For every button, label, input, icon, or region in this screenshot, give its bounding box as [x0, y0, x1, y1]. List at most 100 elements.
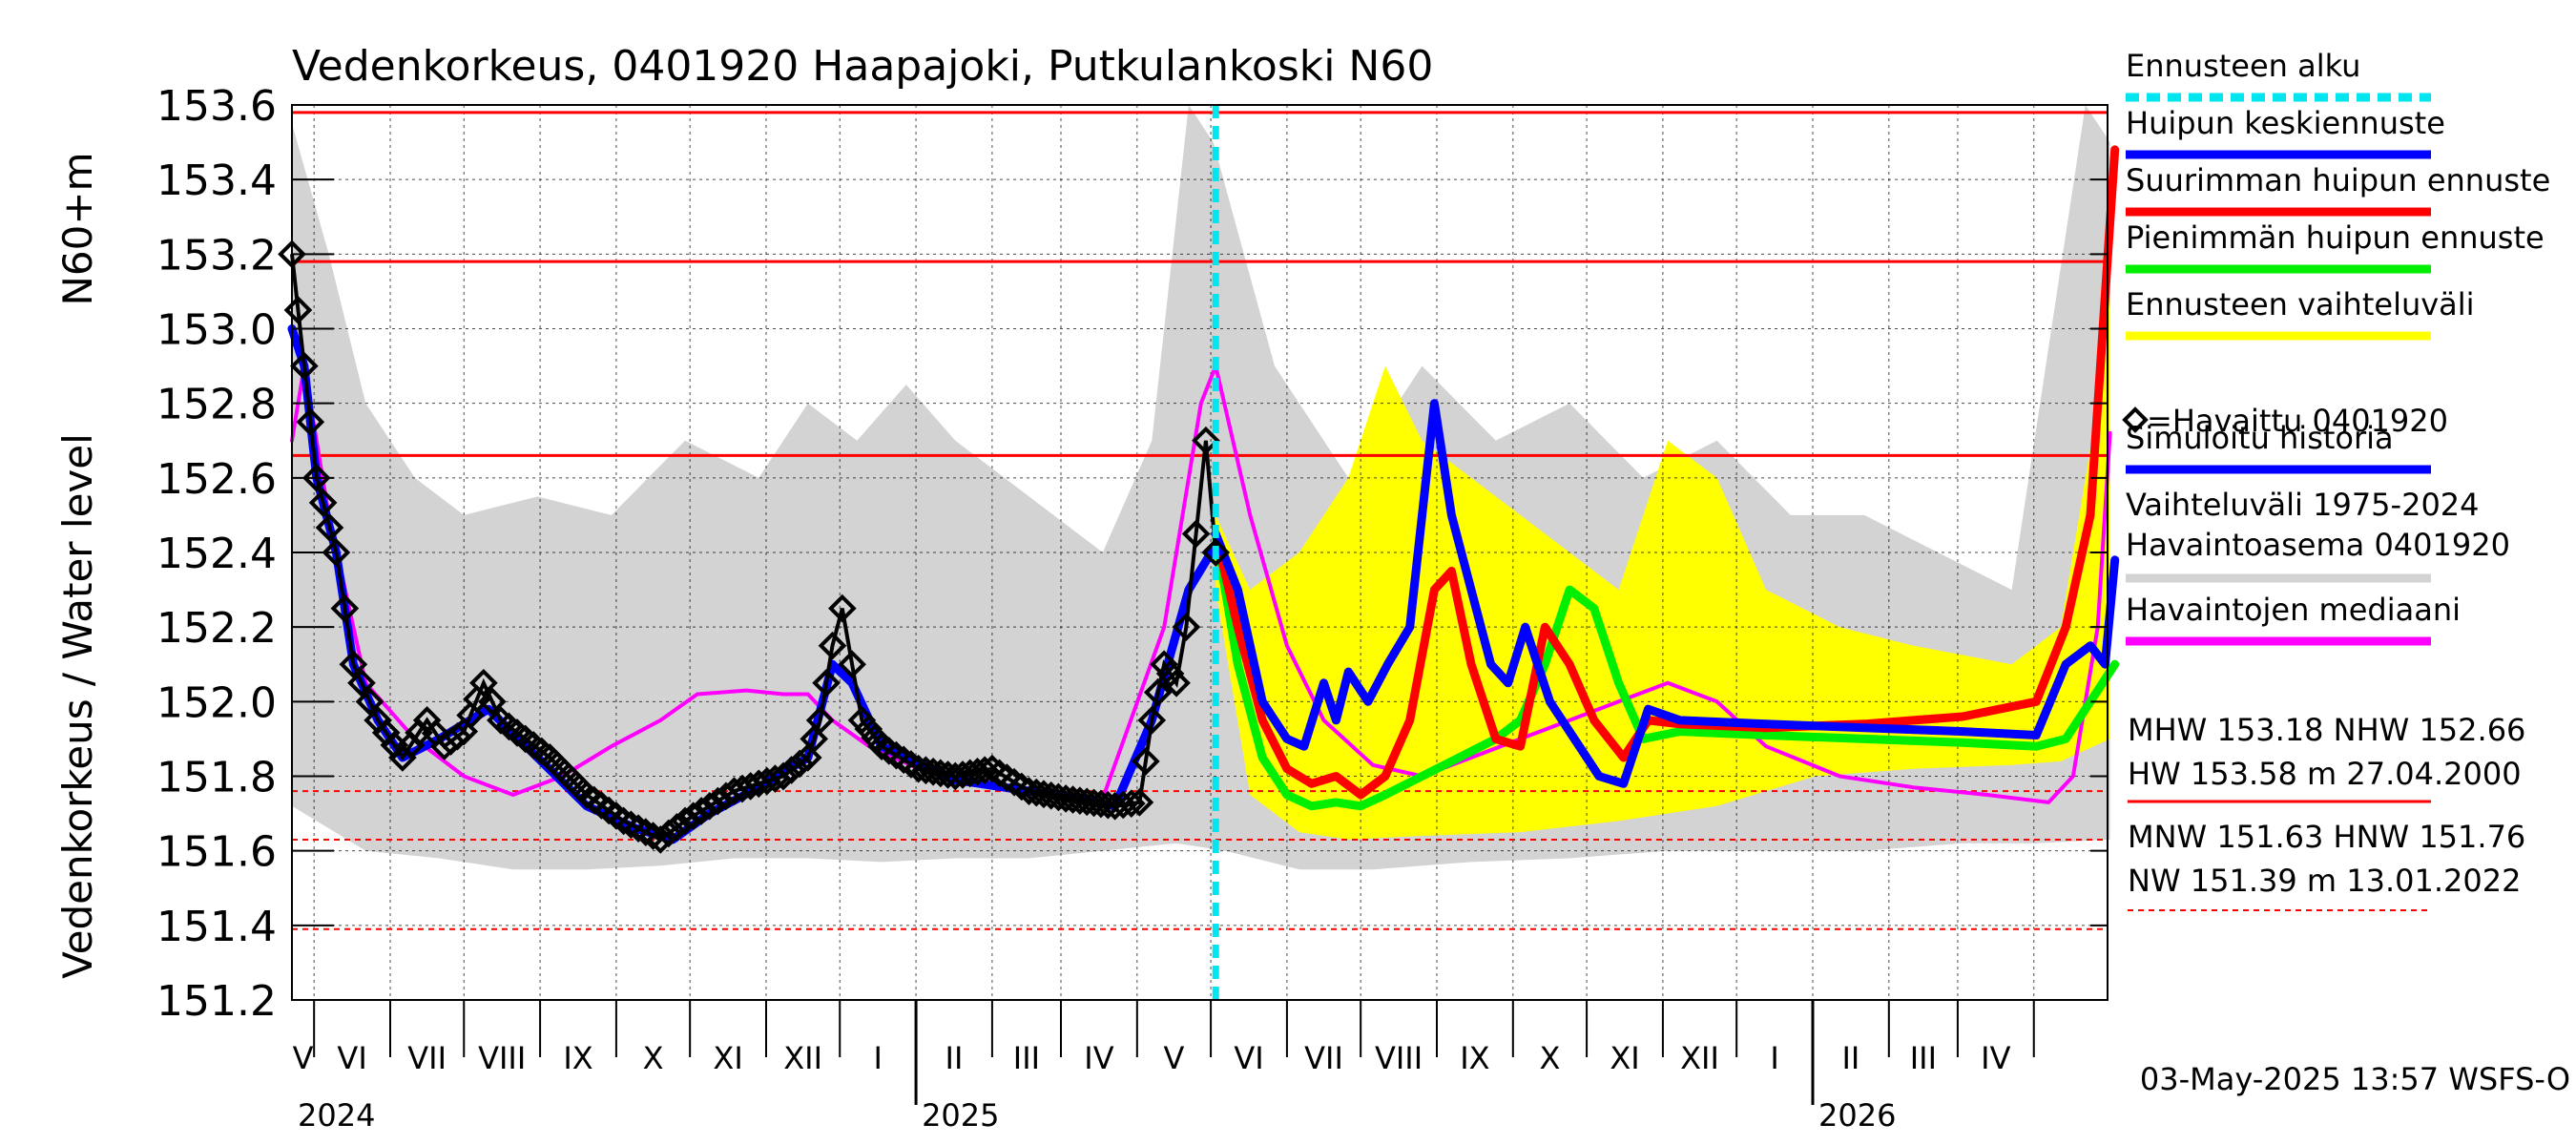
observed-marker [889, 745, 919, 775]
x-month-label: III [1013, 1040, 1040, 1076]
observed-marker [1181, 519, 1211, 549]
y-tick-label: 152.0 [156, 678, 277, 727]
legend-label: Pienimmän huipun ennuste [2126, 219, 2545, 256]
x-month-label: VI [337, 1040, 366, 1076]
x-month-label: IX [563, 1040, 592, 1076]
observed-marker [355, 687, 384, 717]
observed-marker [315, 513, 344, 542]
y-axis-label-outer: Vedenkorkeus / Water level [54, 433, 101, 979]
observed-marker [941, 761, 970, 791]
legend-label: Suurimman huipun ennuste [2126, 162, 2550, 198]
stats-block: MHW 153.18 NHW 152.66 HW 153.58 m 27.04.… [2128, 712, 2525, 911]
x-month-label: IX [1460, 1040, 1489, 1076]
legend-label: Huipun keskiennuste [2126, 105, 2445, 141]
observed-marker [1125, 788, 1154, 817]
y-tick-label: 153.0 [156, 306, 277, 355]
x-month-label: VI [1234, 1040, 1263, 1076]
observed-marker [1007, 772, 1036, 802]
x-month-label: IV [1084, 1040, 1113, 1076]
legend-label: Ennusteen alku [2126, 48, 2360, 84]
footer-timestamp: 03-May-2025 13:57 WSFS-O [2140, 1061, 2570, 1097]
observed-marker [1143, 677, 1173, 707]
observed-marker [646, 825, 675, 854]
legend-label: Vaihteluväli 1975-2024 [2126, 487, 2480, 523]
observed-marker [654, 819, 683, 848]
observed-marker [624, 814, 653, 843]
observed-marker [469, 668, 498, 697]
x-year-label: 2025 [922, 1097, 999, 1134]
x-month-label: I [873, 1040, 882, 1076]
observed-marker [1162, 668, 1191, 697]
observed-marker [339, 650, 368, 679]
x-year-label: 2026 [1818, 1097, 1896, 1134]
observed-marker [1201, 538, 1231, 567]
y-tick-label: 151.8 [156, 754, 277, 802]
y-tick-label: 151.2 [156, 977, 277, 1026]
observed-marker [687, 797, 717, 825]
x-month-label: XII [1680, 1040, 1719, 1076]
x-year-label: 2024 [298, 1097, 375, 1134]
x-month-label: X [1539, 1040, 1560, 1076]
legend-marker-observed [2122, 406, 2149, 433]
observed-marker [322, 538, 351, 567]
x-month-label: II [945, 1040, 964, 1076]
legend-label: Simuloitu historia [2126, 420, 2394, 456]
observed-marker [678, 802, 708, 831]
y-axis-label-inner: N60+m [54, 153, 101, 306]
stats-line-2: HW 153.58 m 27.04.2000 [2128, 756, 2522, 792]
observed-marker [874, 737, 904, 765]
observed-marker [609, 806, 638, 836]
observed-marker [296, 407, 325, 437]
observed-marker [671, 806, 699, 836]
x-month-label: IV [1981, 1040, 2010, 1076]
x-month-label: VII [407, 1040, 447, 1076]
x-month-label: XI [1610, 1040, 1639, 1076]
observed-marker [443, 721, 472, 751]
observed-marker [283, 296, 313, 324]
legend-label: =Havaittu 0401920 [2147, 403, 2448, 439]
observed-marker [867, 732, 896, 761]
x-month-label: VIII [1375, 1040, 1423, 1076]
observed-marker [330, 593, 360, 623]
observed-marker [1116, 789, 1146, 818]
observed-marker [800, 724, 829, 754]
stats-line-1: MHW 153.18 NHW 152.66 [2128, 712, 2525, 748]
observed-marker [631, 818, 660, 846]
x-month-label: V [293, 1040, 314, 1076]
observed-marker [301, 464, 331, 492]
observed-marker [695, 791, 724, 821]
y-tick-label: 153.2 [156, 231, 277, 280]
observed-marker [1192, 426, 1220, 455]
observed-marker [785, 749, 815, 779]
x-month-label: VIII [478, 1040, 526, 1076]
observed-marker [1155, 659, 1185, 688]
y-tick-label: 152.8 [156, 381, 277, 429]
observed-marker [1150, 650, 1178, 679]
observed-marker [963, 757, 992, 786]
observed-marker [347, 668, 376, 697]
x-axis: V VI VII VIII IX X XI XII I II III IV V VI VII VIII IX X X… [293, 1000, 2035, 1134]
observed-marker [478, 687, 507, 717]
x-month-label: X [643, 1040, 664, 1076]
legend-label: Havaintojen mediaani [2126, 592, 2461, 628]
y-axis-ticks: 151.2 151.4 151.6 151.8 152.0 152.2 152.4 152.6… [156, 82, 2108, 1026]
legend-label: Ennusteen vaihteluväli [2126, 286, 2475, 323]
observed-marker [827, 593, 857, 623]
x-month-label: I [1770, 1040, 1778, 1076]
y-tick-label: 151.4 [156, 903, 277, 951]
reference-lines [292, 111, 2108, 930]
chart-title: Vedenkorkeus, 0401920 Haapajoki, Putkula… [292, 42, 1433, 91]
observed-marker [897, 750, 925, 779]
observed-marker [818, 631, 847, 660]
observed-marker [777, 756, 806, 784]
y-tick-label: 152.6 [156, 455, 277, 504]
y-tick-label: 153.6 [156, 82, 277, 131]
observed-marker [838, 650, 866, 679]
y-tick-label: 152.4 [156, 530, 277, 578]
observed-marker [769, 761, 798, 791]
observed-marker [308, 489, 338, 517]
y-tick-label: 151.6 [156, 828, 277, 877]
x-month-label: V [1164, 1040, 1185, 1076]
y-tick-label: 152.2 [156, 604, 277, 653]
